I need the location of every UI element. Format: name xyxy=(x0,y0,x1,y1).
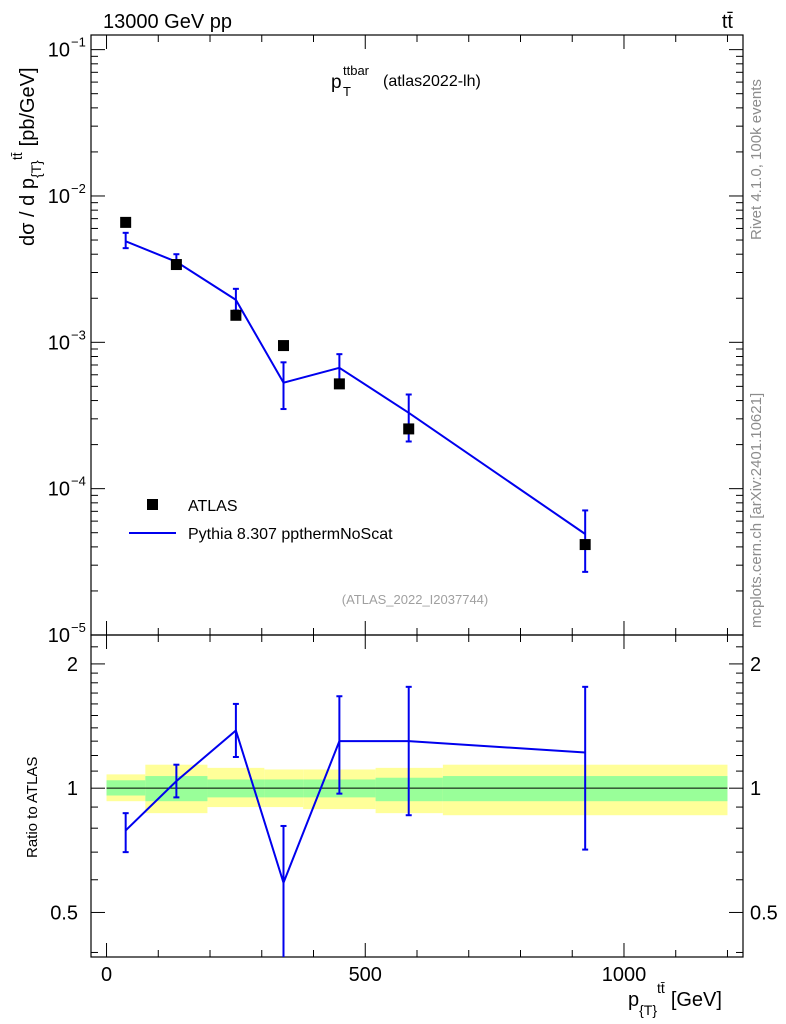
svg-text:dσ / d p{T}tt̄[pb/GeV]: dσ / d p{T}tt̄ [pb/GeV] xyxy=(9,67,44,246)
header-process-label: tt̄ xyxy=(722,11,734,33)
series xyxy=(120,216,591,957)
x-tick-label: 500 xyxy=(349,964,382,986)
legend-marker-atlas xyxy=(147,499,158,510)
header-energy-label: 13000 GeV pp xyxy=(103,11,232,33)
mc-line-main xyxy=(125,240,586,535)
y-tick-label-exp: −5 xyxy=(71,620,86,635)
data-point-atlas xyxy=(230,309,242,321)
y-axis-label-main: dσ / d p xyxy=(17,178,39,246)
ratio-tick-label-left: 1 xyxy=(67,778,78,800)
plot-title-sup: ttbar xyxy=(343,63,370,78)
y-axis-label: dσ / d p{T}tt̄ [pb/GeV] xyxy=(9,67,44,246)
x-tick-label: 1000 xyxy=(602,964,647,986)
data-point-atlas xyxy=(579,539,591,551)
ratio-bands xyxy=(106,764,728,816)
y-tick-label: 10 xyxy=(48,186,70,208)
side-rivet-label: Rivet 4.1.0, 100k events xyxy=(748,79,765,240)
x-axis-label: p{T}tt̄ [GeV] xyxy=(628,980,722,1018)
ratio-tick-label-right: 0.5 xyxy=(750,902,778,924)
y-tick-label-exp: −3 xyxy=(71,327,86,342)
analysis-id-label: (ATLAS_2022_I2037744) xyxy=(342,592,488,607)
plot-title-sub: T xyxy=(343,84,351,99)
y-tick-label: 10 xyxy=(48,625,70,647)
legend-label-atlas: ATLAS xyxy=(188,498,238,515)
plot-title-main: p xyxy=(331,72,342,93)
data-point-atlas xyxy=(120,216,132,228)
plot-title: p ttbar T (atlas2022-lh) xyxy=(331,63,481,99)
y-tick-label: 10 xyxy=(48,332,70,354)
x-axis-label-main: p xyxy=(628,989,639,1011)
y-tick-label: 10 xyxy=(48,40,70,62)
y-tick-label-exp: −4 xyxy=(71,474,86,489)
svg-text:p{T}tt̄[GeV]: p{T}tt̄ [GeV] xyxy=(628,980,722,1018)
data-point-atlas xyxy=(277,340,289,352)
y-axis-label-sub: {T} xyxy=(28,160,44,178)
ratio-tick-label-right: 1 xyxy=(750,778,761,800)
x-axis-label-sub: {T} xyxy=(639,1002,657,1018)
data-point-atlas xyxy=(333,378,345,390)
ratio-tick-label-left: 0.5 xyxy=(50,902,78,924)
data-point-atlas xyxy=(170,259,182,271)
main-plot-frame xyxy=(90,34,744,636)
x-axis-label-unit: [GeV] xyxy=(671,989,722,1011)
plot-title-suffix: (atlas2022-lh) xyxy=(383,73,481,90)
side-mcplots-label: mcplots.cern.ch [arXiv:2401.10621] xyxy=(748,393,765,628)
y-axis-label-sup: tt̄ xyxy=(9,152,25,160)
y-tick-label-exp: −1 xyxy=(71,35,86,50)
ratio-y-axis-label: Ratio to ATLAS xyxy=(24,757,41,858)
x-axis-label-sup: tt̄ xyxy=(657,980,665,996)
data-point-atlas xyxy=(403,423,415,435)
ratio-tick-label-left: 2 xyxy=(67,654,78,676)
y-tick-label: 10 xyxy=(48,479,70,501)
ratio-tick-label-right: 2 xyxy=(750,654,761,676)
x-tick-label: 0 xyxy=(101,964,112,986)
y-tick-label-exp: −2 xyxy=(71,181,86,196)
legend: ATLAS Pythia 8.307 ppthermNoScat xyxy=(129,498,393,543)
y-axis-label-unit: [pb/GeV] xyxy=(17,67,39,146)
legend-label-pythia: Pythia 8.307 ppthermNoScat xyxy=(188,526,393,543)
